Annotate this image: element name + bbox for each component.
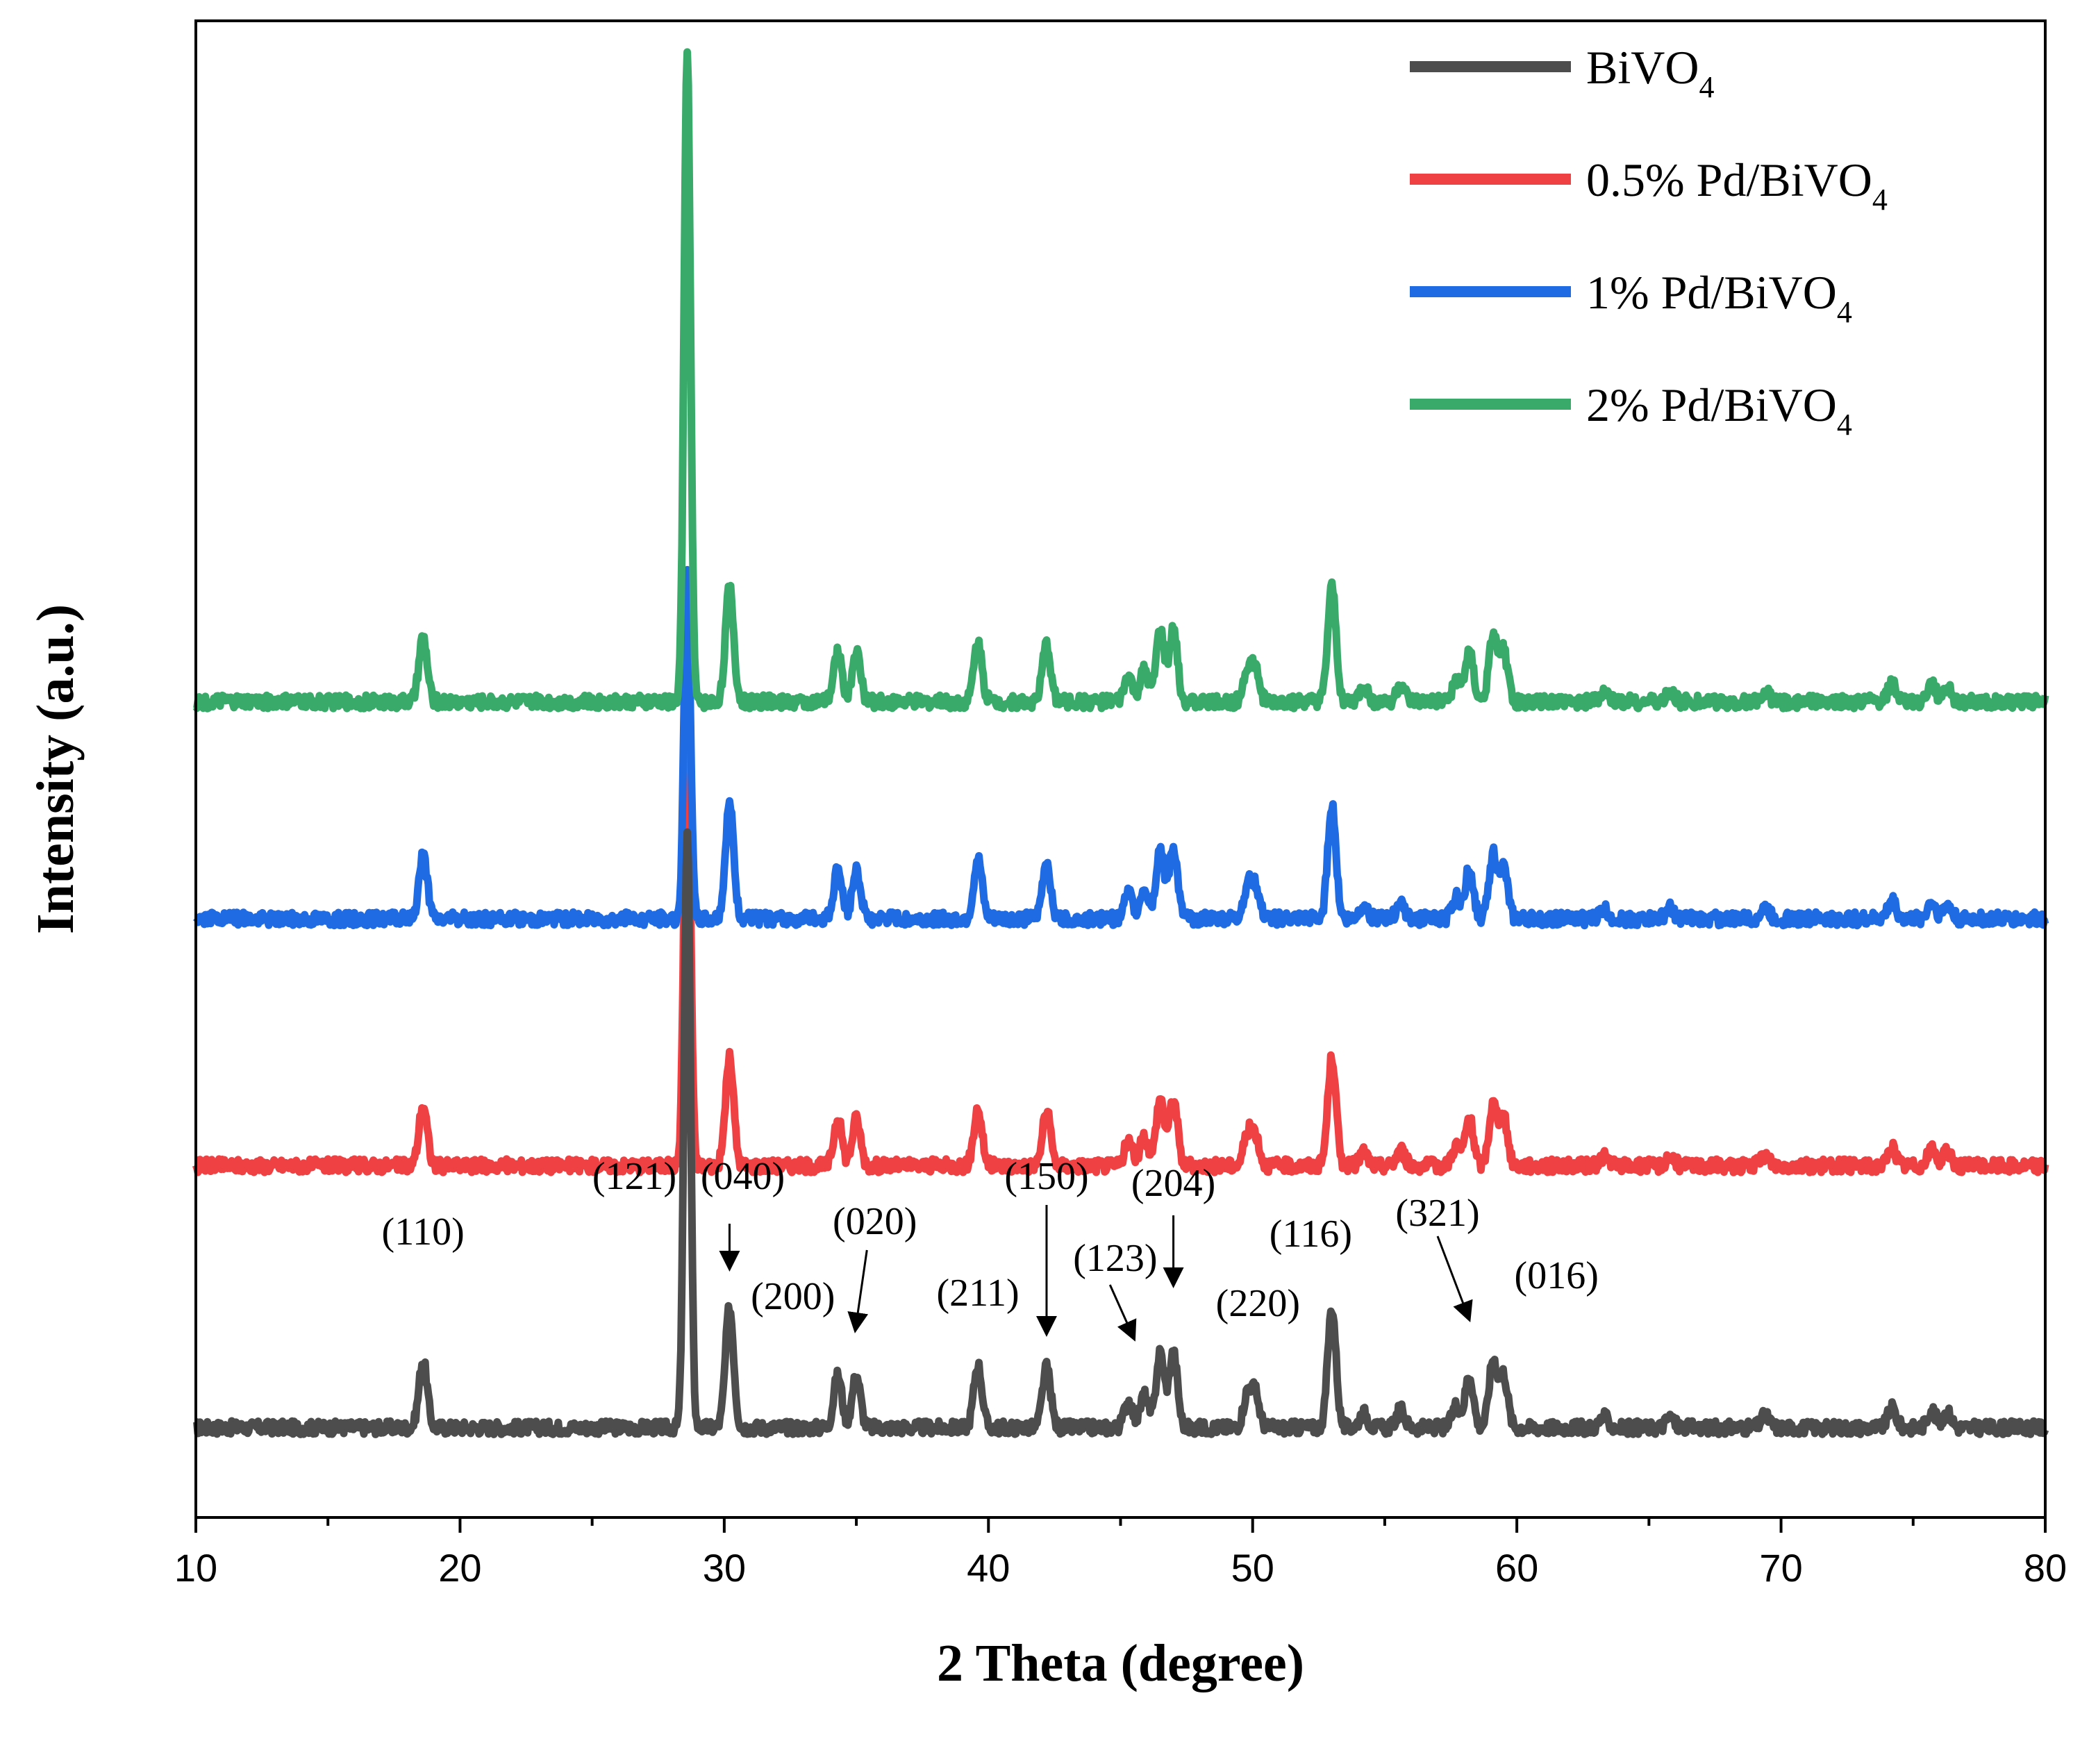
series-line-3 — [192, 48, 2049, 713]
peak-label: (016) — [1515, 1254, 1599, 1297]
series-line-1 — [192, 694, 2049, 1176]
x-tick-label: 80 — [2024, 1546, 2067, 1590]
y-axis-title: Intensity (a.u.) — [26, 604, 85, 934]
peak-arrow — [847, 1249, 869, 1333]
peak-label: (123) — [1073, 1237, 1157, 1280]
peak-label: (200) — [751, 1275, 835, 1318]
peak-label: (110) — [382, 1210, 465, 1254]
x-axis-title: 2 Theta (degree) — [937, 1634, 1304, 1692]
peak-label: (116) — [1270, 1213, 1352, 1256]
x-tick-label: 70 — [1759, 1546, 1802, 1590]
x-tick-label: 60 — [1495, 1546, 1538, 1590]
peak-label: (150) — [1004, 1155, 1088, 1198]
peak-annotations: (110) (121) (040) (200) (020) (211) (150) (123)… — [382, 1155, 1599, 1342]
peak-arrow — [1436, 1235, 1473, 1323]
peak-label: (204) — [1131, 1162, 1215, 1205]
series-line-0 — [193, 828, 2049, 1438]
plot-frame — [194, 19, 2047, 1519]
legend-label-1: 0.5% Pd/BiVO4 — [1586, 153, 1888, 217]
legend-label-0: BiVO4 — [1586, 41, 1714, 104]
x-axis: 10 20 30 40 50 60 70 80 — [174, 1517, 2067, 1590]
peak-label: (211) — [936, 1272, 1019, 1315]
x-tick-label: 30 — [703, 1546, 746, 1590]
x-tick-label: 40 — [967, 1546, 1010, 1590]
series-layer — [192, 48, 2049, 1438]
legend: BiVO4 0.5% Pd/BiVO4 1% Pd/BiVO4 2% Pd/BiVO4 — [1410, 41, 1888, 442]
x-tick-label: 50 — [1231, 1546, 1274, 1590]
series-line-2 — [192, 565, 2049, 930]
peak-label: (321) — [1395, 1192, 1479, 1235]
peak-label: (121) — [592, 1155, 676, 1198]
legend-label-3: 2% Pd/BiVO4 — [1586, 378, 1852, 442]
peak-label: (040) — [701, 1155, 785, 1198]
peak-label: (020) — [833, 1200, 917, 1243]
x-tick-label: 10 — [174, 1546, 217, 1590]
legend-label-2: 1% Pd/BiVO4 — [1586, 266, 1852, 329]
peak-arrow — [1108, 1284, 1137, 1342]
peak-label: (220) — [1216, 1282, 1300, 1325]
x-tick-label: 20 — [438, 1546, 481, 1590]
